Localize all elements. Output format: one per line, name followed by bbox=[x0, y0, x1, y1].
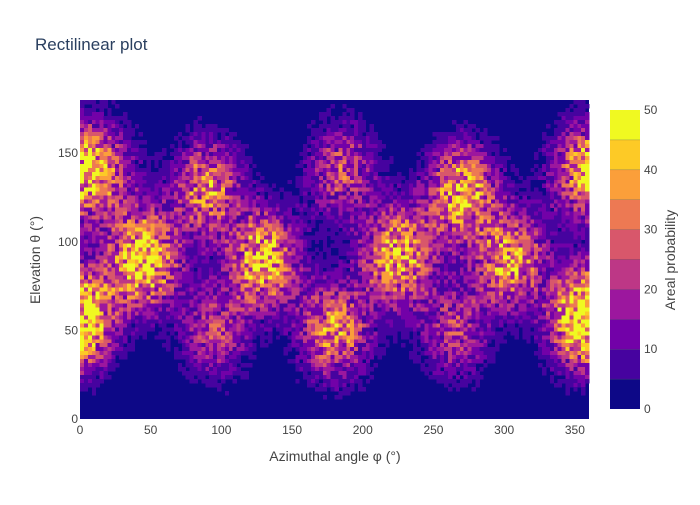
y-tick-label: 50 bbox=[65, 323, 79, 337]
colorbar-band bbox=[610, 259, 640, 290]
x-axis-label: Azimuthal angle φ (°) bbox=[269, 448, 400, 464]
x-tick-label: 0 bbox=[77, 423, 84, 437]
x-tick-label: 200 bbox=[353, 423, 373, 437]
x-tick-label: 50 bbox=[144, 423, 158, 437]
y-tick-label: 100 bbox=[58, 235, 78, 249]
colorbar-band bbox=[610, 110, 640, 140]
x-tick-label: 250 bbox=[423, 423, 443, 437]
colorbar-tick-label: 50 bbox=[644, 103, 658, 117]
colorbar-tick-label: 0 bbox=[644, 402, 651, 416]
colorbar-title: Areal probability bbox=[662, 210, 678, 310]
colorbar-tick-label: 20 bbox=[644, 282, 658, 296]
y-tick-label: 0 bbox=[71, 412, 78, 426]
colorbar-band bbox=[610, 319, 640, 350]
y-axis-label: Elevation θ (°) bbox=[27, 216, 43, 304]
colorbar-tick-label: 40 bbox=[644, 163, 658, 177]
colorbar-band bbox=[610, 349, 640, 380]
plot-area bbox=[80, 100, 590, 419]
colorbar-band bbox=[610, 199, 640, 230]
colorbar-band bbox=[610, 289, 640, 320]
colorbar: 0 10 20 30 40 50 bbox=[610, 103, 658, 416]
x-tick-label: 300 bbox=[494, 423, 514, 437]
colorbar-tick-label: 10 bbox=[644, 342, 658, 356]
x-tick-label: 100 bbox=[211, 423, 231, 437]
x-tick-label: 150 bbox=[282, 423, 302, 437]
colorbar-band bbox=[610, 169, 640, 200]
y-tick-label: 150 bbox=[58, 146, 78, 160]
x-tick-label: 350 bbox=[565, 423, 585, 437]
colorbar-band bbox=[610, 139, 640, 170]
colorbar-tick-label: 30 bbox=[644, 223, 658, 237]
colorbar-band bbox=[610, 229, 640, 260]
colorbar-band bbox=[610, 379, 640, 409]
chart-title: Rectilinear plot bbox=[35, 35, 148, 54]
x-axis: 0 50 100 150 200 250 300 350 bbox=[77, 423, 586, 437]
y-axis: 0 50 100 150 bbox=[58, 146, 78, 426]
